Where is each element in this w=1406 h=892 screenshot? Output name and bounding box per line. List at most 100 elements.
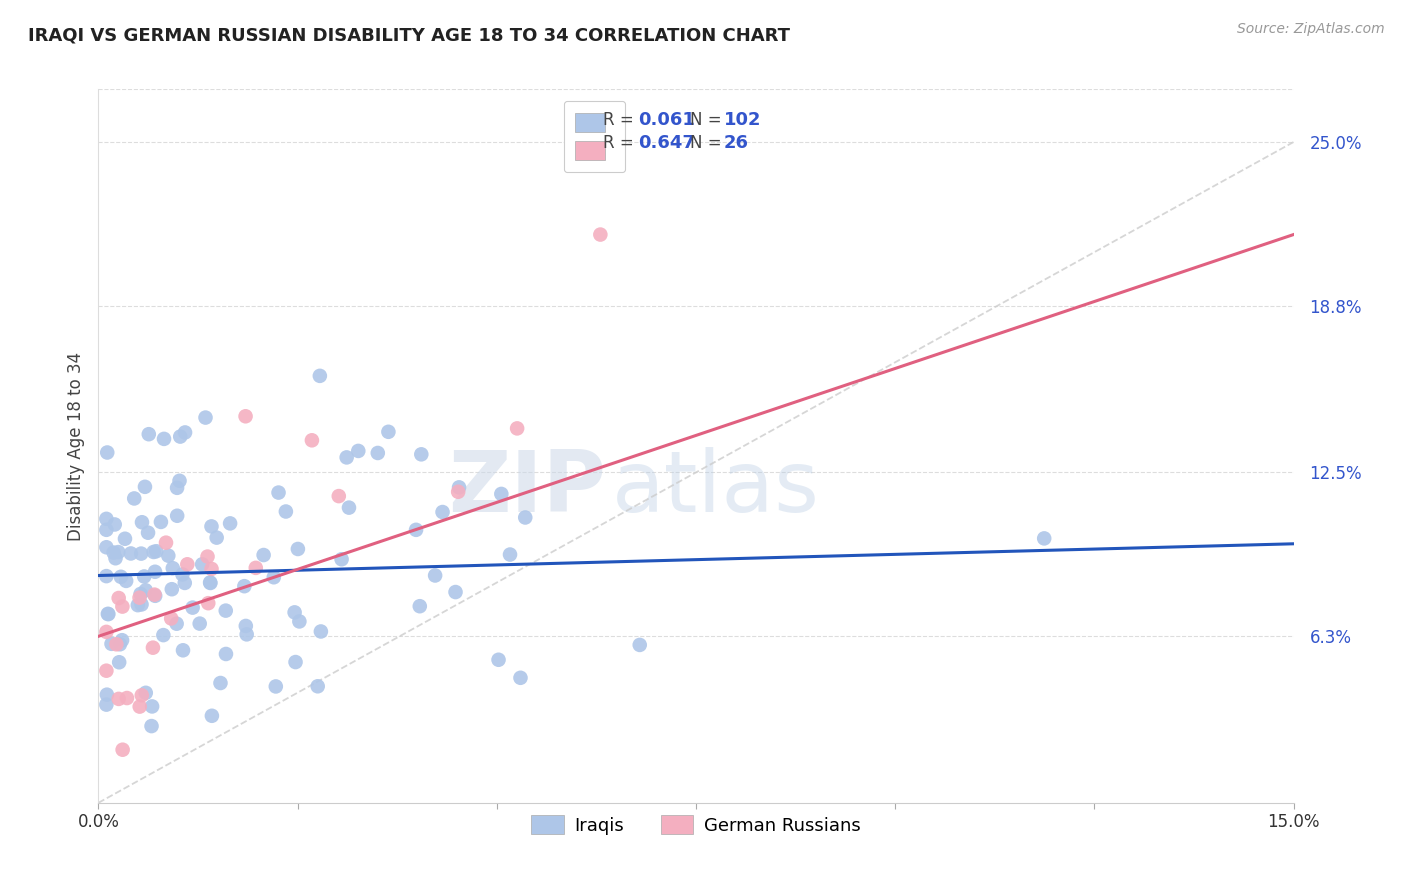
Text: 0.647: 0.647 bbox=[638, 135, 696, 153]
Point bbox=[215, 604, 238, 618]
Point bbox=[149, 515, 172, 529]
Point bbox=[411, 447, 433, 461]
Point bbox=[337, 500, 360, 515]
Point bbox=[135, 686, 157, 700]
Point bbox=[173, 575, 195, 590]
Point bbox=[288, 615, 311, 629]
Point bbox=[515, 510, 537, 524]
Point bbox=[367, 446, 389, 460]
Point bbox=[172, 567, 194, 582]
Point bbox=[111, 599, 134, 614]
Point bbox=[143, 588, 166, 602]
Point bbox=[162, 561, 184, 575]
Point bbox=[111, 633, 134, 648]
Point bbox=[209, 676, 232, 690]
Point bbox=[233, 579, 256, 593]
Y-axis label: Disability Age 18 to 34: Disability Age 18 to 34 bbox=[66, 351, 84, 541]
Point bbox=[301, 434, 323, 448]
Point bbox=[172, 643, 194, 657]
Point bbox=[134, 480, 156, 494]
Point bbox=[197, 596, 219, 610]
Point bbox=[96, 541, 118, 555]
Point bbox=[131, 598, 153, 612]
Point bbox=[181, 600, 204, 615]
Point bbox=[145, 544, 167, 558]
Point bbox=[506, 421, 529, 435]
Point bbox=[169, 474, 191, 488]
Point bbox=[96, 523, 118, 537]
Point bbox=[169, 429, 191, 443]
Point bbox=[143, 565, 166, 579]
Point bbox=[1033, 532, 1056, 546]
Point bbox=[96, 569, 118, 583]
Point bbox=[104, 551, 127, 566]
Point bbox=[377, 425, 399, 439]
Text: Source: ZipAtlas.com: Source: ZipAtlas.com bbox=[1237, 22, 1385, 37]
Point bbox=[194, 410, 217, 425]
Text: R =: R = bbox=[603, 111, 634, 128]
Point bbox=[509, 671, 531, 685]
Point bbox=[405, 523, 427, 537]
Point bbox=[423, 568, 446, 582]
Point bbox=[129, 587, 152, 601]
Point bbox=[122, 491, 145, 506]
Point bbox=[200, 562, 222, 576]
Point bbox=[136, 525, 159, 540]
Point bbox=[108, 655, 131, 669]
Point bbox=[201, 708, 224, 723]
Point bbox=[96, 445, 118, 459]
Point bbox=[628, 638, 651, 652]
Point bbox=[245, 561, 267, 575]
Point bbox=[174, 425, 197, 440]
Point bbox=[499, 548, 522, 562]
Point bbox=[205, 531, 228, 545]
Point bbox=[200, 576, 222, 591]
Point bbox=[115, 574, 138, 588]
Point bbox=[143, 589, 166, 603]
Point bbox=[127, 598, 149, 612]
Point bbox=[129, 547, 152, 561]
Point bbox=[105, 637, 128, 651]
Text: 102: 102 bbox=[724, 111, 761, 128]
Point bbox=[166, 508, 188, 523]
Point bbox=[153, 432, 176, 446]
Text: IRAQI VS GERMAN RUSSIAN DISABILITY AGE 18 TO 34 CORRELATION CHART: IRAQI VS GERMAN RUSSIAN DISABILITY AGE 1… bbox=[28, 27, 790, 45]
Point bbox=[141, 699, 163, 714]
Point bbox=[110, 570, 132, 584]
Point bbox=[155, 535, 177, 549]
Point bbox=[96, 512, 118, 526]
Text: 0.061: 0.061 bbox=[638, 111, 696, 128]
Point bbox=[274, 504, 297, 518]
Point bbox=[166, 616, 188, 631]
Point bbox=[97, 607, 120, 621]
Point bbox=[166, 481, 188, 495]
Point bbox=[142, 545, 165, 559]
Point bbox=[235, 409, 257, 424]
Point bbox=[328, 489, 350, 503]
Point bbox=[104, 517, 127, 532]
Text: 26: 26 bbox=[724, 135, 748, 153]
Point bbox=[131, 515, 153, 529]
Point bbox=[96, 624, 118, 639]
Point bbox=[336, 450, 359, 465]
Point bbox=[488, 653, 510, 667]
Point bbox=[96, 688, 118, 702]
Point bbox=[152, 628, 174, 642]
Point bbox=[115, 691, 138, 706]
Point bbox=[347, 444, 370, 458]
Point bbox=[197, 549, 219, 564]
Point bbox=[157, 549, 180, 563]
Point bbox=[114, 532, 136, 546]
Point bbox=[103, 545, 125, 559]
Point bbox=[188, 616, 211, 631]
Point bbox=[97, 607, 120, 621]
Point bbox=[308, 368, 330, 383]
Point bbox=[330, 552, 353, 566]
Point bbox=[284, 606, 307, 620]
Text: N =: N = bbox=[690, 135, 721, 153]
Point bbox=[128, 591, 150, 605]
Point bbox=[107, 591, 129, 605]
Text: R =: R = bbox=[603, 135, 634, 153]
Point bbox=[160, 611, 183, 625]
Text: atlas: atlas bbox=[613, 447, 820, 531]
